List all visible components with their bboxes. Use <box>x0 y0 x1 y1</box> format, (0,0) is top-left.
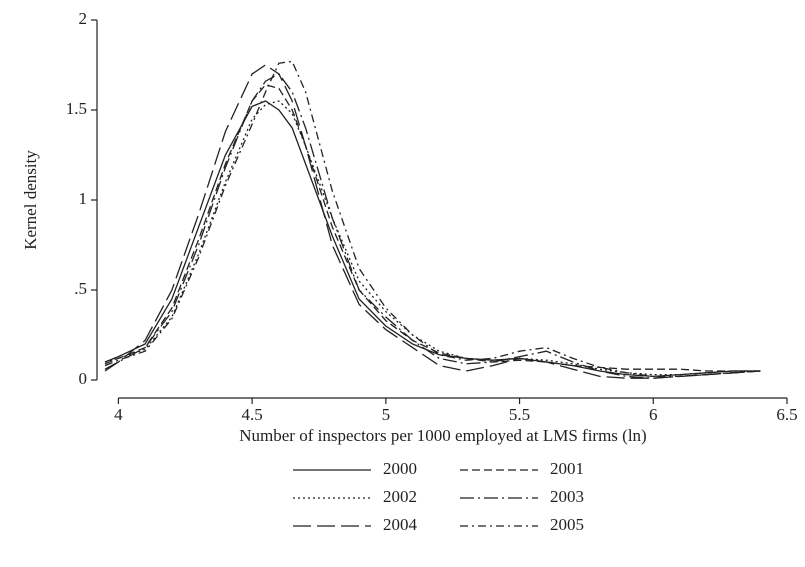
y-tick-label: 0 <box>79 369 88 388</box>
legend-label: 2004 <box>383 515 418 534</box>
x-tick-label: 5 <box>382 405 391 424</box>
x-tick-label: 6 <box>649 405 658 424</box>
density-line <box>104 64 761 379</box>
legend-label: 2003 <box>550 487 584 506</box>
x-tick-label: 5.5 <box>509 405 530 424</box>
x-tick-label: 4 <box>114 405 123 424</box>
y-tick-label: 1 <box>79 189 88 208</box>
x-tick-label: 6.5 <box>776 405 797 424</box>
y-tick-label: .5 <box>74 279 87 298</box>
y-axis-label: Kernel density <box>21 150 40 250</box>
legend-label: 2001 <box>550 459 584 478</box>
density-line <box>104 60 761 378</box>
legend-label: 2005 <box>550 515 584 534</box>
density-line <box>104 73 761 379</box>
y-tick-label: 1.5 <box>66 99 87 118</box>
density-line <box>104 100 761 378</box>
x-tick-label: 4.5 <box>241 405 262 424</box>
legend-label: 2000 <box>383 459 417 478</box>
legend-label: 2002 <box>383 487 417 506</box>
x-axis-label: Number of inspectors per 1000 employed a… <box>239 426 646 445</box>
y-tick-label: 2 <box>79 9 88 28</box>
density-line <box>104 100 761 376</box>
density-line <box>104 84 761 372</box>
